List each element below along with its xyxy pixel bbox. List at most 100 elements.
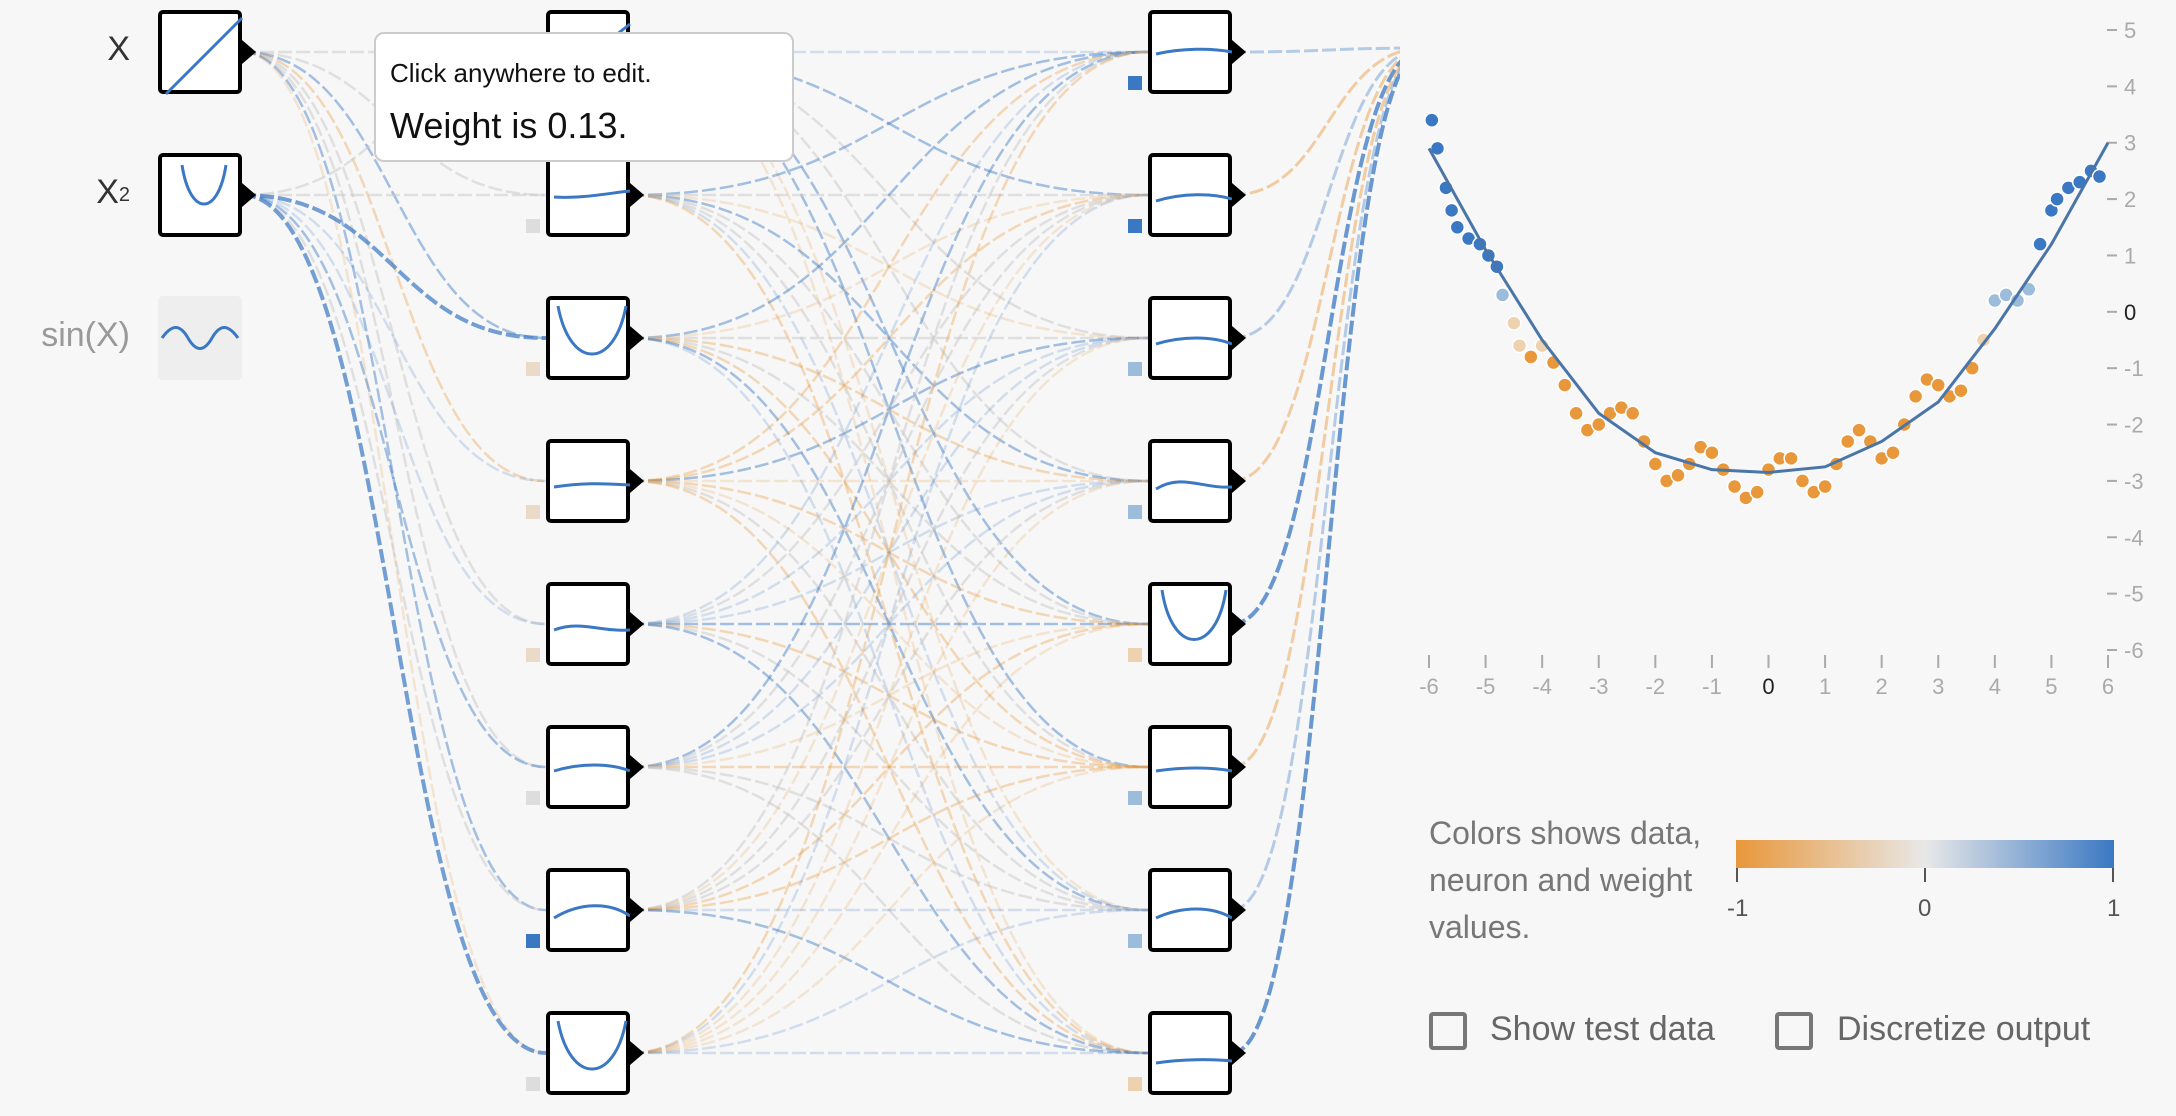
bias-square[interactable] <box>526 934 540 948</box>
hidden1-neuron-2[interactable] <box>546 296 630 380</box>
weight-link[interactable] <box>629 336 1149 912</box>
hidden1-neuron-7[interactable] <box>546 1011 630 1095</box>
bias-square[interactable] <box>1128 362 1142 376</box>
weight-link[interactable] <box>629 908 1149 1055</box>
weight-link[interactable] <box>629 622 1149 912</box>
weight-link[interactable] <box>241 50 547 769</box>
hidden2-neuron-6[interactable] <box>1148 868 1233 952</box>
weight-link[interactable] <box>629 50 1149 483</box>
bias-square[interactable] <box>526 648 540 662</box>
weight-link[interactable] <box>629 50 1149 912</box>
weight-link[interactable] <box>1231 48 1400 626</box>
hidden1-neuron-5[interactable] <box>546 725 631 809</box>
hidden1-neuron-6[interactable] <box>546 868 631 952</box>
weight-link[interactable] <box>241 193 547 912</box>
weight-link[interactable] <box>241 193 547 769</box>
weight-link[interactable] <box>1231 48 1400 769</box>
neuron-output-arrow <box>630 898 644 922</box>
weight-link[interactable] <box>1231 48 1400 340</box>
bias-square[interactable] <box>1128 1077 1142 1091</box>
weight-link[interactable] <box>629 193 1149 912</box>
gradient-tick-mark <box>1924 868 1926 882</box>
bias-square[interactable] <box>526 1077 540 1091</box>
bias-square[interactable] <box>526 362 540 376</box>
data-point <box>1449 219 1466 236</box>
bias-square[interactable] <box>1128 648 1142 662</box>
weight-link[interactable] <box>629 622 1149 1055</box>
bias-square[interactable] <box>1128 76 1142 90</box>
hidden2-neuron-2[interactable] <box>1148 296 1233 380</box>
show-test-data-checkbox[interactable] <box>1429 1012 1467 1050</box>
discretize-output-checkbox[interactable] <box>1775 1012 1813 1050</box>
hidden2-neuron-5[interactable] <box>1148 725 1233 809</box>
hidden1-neuron-3[interactable] <box>546 439 631 523</box>
data-point <box>2049 191 2065 207</box>
weight-link[interactable] <box>629 908 1149 1055</box>
weight-link[interactable] <box>241 50 547 626</box>
discretize-output-label[interactable]: Discretize output <box>1837 1010 2091 1048</box>
input-neuron-2[interactable] <box>158 296 242 380</box>
data-point <box>1839 433 1856 450</box>
weight-link[interactable] <box>629 479 1149 626</box>
weight-link[interactable] <box>629 336 1149 769</box>
neuron-output-arrow <box>1232 183 1246 207</box>
input-neuron-0[interactable] <box>158 10 244 96</box>
gradient-tick-0: 0 <box>1918 895 1932 922</box>
show-test-data-label[interactable]: Show test data <box>1490 1010 1715 1048</box>
neuron-output-arrow <box>630 755 644 779</box>
weight-link[interactable] <box>629 765 1149 1055</box>
weight-link[interactable] <box>629 622 1149 912</box>
weight-link[interactable] <box>241 193 547 626</box>
data-point <box>1953 382 1969 399</box>
weight-link[interactable] <box>629 193 1149 626</box>
bias-square[interactable] <box>1128 791 1142 805</box>
weight-link[interactable] <box>629 336 1149 1055</box>
weight-link[interactable] <box>629 193 1149 483</box>
bias-square[interactable] <box>526 219 540 233</box>
weight-link[interactable] <box>629 193 1149 340</box>
weight-link[interactable] <box>629 193 1149 912</box>
weight-link[interactable] <box>629 479 1149 1055</box>
weight-link[interactable] <box>629 50 1149 769</box>
bias-square[interactable] <box>526 505 540 519</box>
weight-link[interactable] <box>241 50 547 912</box>
neuron-output-arrow <box>1232 755 1246 779</box>
weight-link[interactable] <box>1231 48 1400 197</box>
weight-link[interactable] <box>1231 48 1400 483</box>
weight-link[interactable] <box>629 765 1149 1055</box>
weight-link[interactable] <box>629 765 1149 912</box>
weight-link[interactable] <box>1231 46 1400 54</box>
weight-link[interactable] <box>629 50 1149 340</box>
weight-link[interactable] <box>629 336 1149 1055</box>
bias-square[interactable] <box>1128 934 1142 948</box>
weight-link[interactable] <box>629 765 1149 912</box>
weight-link[interactable] <box>241 193 547 1055</box>
weight-link[interactable] <box>241 50 547 1055</box>
hidden1-neuron-1[interactable] <box>546 153 631 237</box>
weight-link[interactable] <box>629 193 1149 1055</box>
weight-link[interactable] <box>629 193 1149 340</box>
weight-link[interactable] <box>629 50 1149 197</box>
weight-link[interactable] <box>1231 48 1400 1055</box>
weight-link[interactable] <box>1231 48 1400 912</box>
fitted-curve <box>1427 141 2110 474</box>
hidden2-neuron-3[interactable] <box>1148 439 1233 523</box>
data-point <box>1726 478 1743 495</box>
bias-square[interactable] <box>1128 219 1142 233</box>
weight-link[interactable] <box>241 193 547 483</box>
hidden2-neuron-1[interactable] <box>1148 153 1233 237</box>
weight-link[interactable] <box>629 50 1149 626</box>
weight-link[interactable] <box>629 336 1149 769</box>
bias-square[interactable] <box>1128 505 1142 519</box>
bias-square[interactable] <box>526 791 540 805</box>
weight-tooltip[interactable]: Click anywhere to edit. Weight is 0.13. <box>374 32 794 162</box>
hidden2-neuron-0[interactable] <box>1148 10 1233 94</box>
input-neuron-1[interactable] <box>158 153 242 237</box>
weight-link[interactable] <box>241 193 547 340</box>
y-axis-tick-label: -1 <box>2124 356 2144 381</box>
weight-link[interactable] <box>629 479 1149 912</box>
hidden2-neuron-7[interactable] <box>1148 1011 1233 1095</box>
weight-link[interactable] <box>629 479 1149 626</box>
hidden1-neuron-4[interactable] <box>546 582 631 666</box>
hidden2-neuron-4[interactable] <box>1148 582 1232 666</box>
